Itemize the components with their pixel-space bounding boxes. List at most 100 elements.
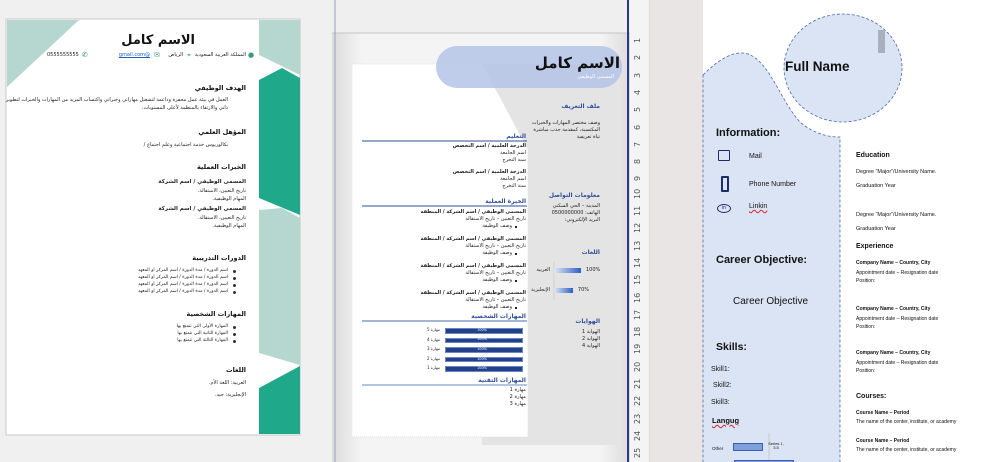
globe-icon: ● <box>248 51 255 59</box>
university-text: اسم الجامعة <box>500 176 526 182</box>
ruler-number: 3 <box>633 72 642 78</box>
language-level-bar <box>554 288 573 293</box>
job-title: المسمى الوظيفي / اسم الشركة / المنطقة <box>420 263 526 269</box>
position-text: Position: <box>856 368 876 374</box>
skill-name: مهارة 5 <box>426 327 440 332</box>
profile-text: تباة تعريفية <box>576 134 600 140</box>
career-objective-text: Career Objective <box>733 296 809 307</box>
skill-percent: 100% <box>477 356 488 361</box>
full-name: Full Name <box>785 59 850 74</box>
bullet <box>233 270 236 273</box>
skill-item: المهارة الثانية التي تتمتع بها <box>177 331 228 336</box>
profile-text: المكتسبة، كمقدمة جذب مباشرة <box>533 127 600 133</box>
language-percent: 70% <box>577 287 590 293</box>
graduation-year: Graduation Year <box>856 183 896 189</box>
ruler-number: 1 <box>633 37 642 43</box>
linkedin-icon: in <box>717 204 731 213</box>
chart-bar <box>734 460 794 462</box>
bullet <box>515 307 517 309</box>
language-item: الإنجليزية: جيد. <box>215 392 246 398</box>
appointment-dates: Appointment date – Resignation date <box>856 316 939 322</box>
degree-text: الدرجة العلمية / اسم التخصص <box>452 169 526 175</box>
skill-name: مهارة 3 <box>426 346 440 352</box>
language-level-bar <box>554 268 581 273</box>
section-heading-languages: اللغات <box>226 366 246 374</box>
profile-text: وصف مختصر المهارات والخبرات <box>531 120 600 126</box>
vertical-ruler[interactable] <box>630 0 650 462</box>
skill-level-bar <box>445 337 523 344</box>
job-dates: تاريخ التعيين – تاريخ الاستقالة <box>465 216 526 222</box>
job-dates: تاريخ التعيين، الاستقالة. <box>197 215 246 221</box>
tech-skill-item: مهارة 3 <box>509 401 526 407</box>
skill-name: مهارة 4 <box>426 336 440 342</box>
ruler-number: 7 <box>633 141 642 147</box>
section-heading-courses: Courses: <box>856 393 887 400</box>
ruler-number: 9 <box>633 176 642 182</box>
degree-text: Degree “Major”/University Name. <box>856 212 937 218</box>
ruler-number: 13 <box>633 240 642 251</box>
ruler-number: 22 <box>633 396 642 407</box>
ruler-number: 5 <box>633 107 642 113</box>
ruler-number: 10 <box>633 188 642 199</box>
full-name: الاسم كامل <box>121 33 195 48</box>
contact-text: الهاتف: 0500000000 <box>551 210 600 216</box>
university-text: اسم الجامعة <box>500 150 526 156</box>
skill-label: Skill2: <box>713 382 732 390</box>
section-heading-courses: الدورات التدريبية <box>192 254 246 262</box>
mail-icon: ✉ <box>154 51 160 59</box>
language-percent: 100% <box>586 267 601 273</box>
contact-text: البريد الإلكتروني: <box>564 217 600 223</box>
hobby-item: الهواية 1 <box>581 329 600 335</box>
ruler-number: 14 <box>633 257 642 268</box>
resume-preview-blue[interactable]: الاسم كامل المسمى الوظيفي ملف التعريف وصف م… <box>332 0 630 462</box>
course-item: اسم الدورة / مدة الدورة / اسم المركز او … <box>137 282 228 287</box>
bullet <box>233 291 236 294</box>
country-text: المملكة العربية السعودية <box>194 52 246 58</box>
resume-preview-english[interactable]: 1 2 3 4 5 6 7 8 9 10 11 12 13 14 15 16 17 18 19 20 21 22 23 24 2… <box>630 0 1000 462</box>
job-description: وصف الوظيفة <box>482 277 512 283</box>
ruler-number: 23 <box>633 413 642 424</box>
ruler-number: 24 <box>633 430 642 441</box>
section-heading-education: التعليم <box>506 133 526 140</box>
section-heading-experience: الخبرات العملية <box>196 163 246 171</box>
job-tasks: المهام الوظيفية. <box>212 223 246 229</box>
job-description: وصف الوظيفة <box>482 250 512 256</box>
page-decoration <box>332 0 630 462</box>
contact-text: المدينة – الحي السكني <box>552 203 600 209</box>
section-heading-objective: الهدف الوظيفي <box>194 84 246 92</box>
section-heading-education: Education <box>856 152 890 159</box>
ruler-number: 25 <box>633 448 642 459</box>
full-name: الاسم كامل <box>534 54 620 72</box>
position-text: Position: <box>856 278 876 284</box>
objective-text: ذاتي والارتقاء بالمنظمة لأعلى المستويات. <box>141 105 228 111</box>
objective-text: العمل في بيئة عمل محفزة وداعمة لتشغيل مه… <box>5 97 228 103</box>
skill-item: المهارة الثالثة التي تتمتع بها <box>177 338 228 343</box>
email-link[interactable]: @gmail.com <box>118 52 150 58</box>
language-item: العربية: اللغة الأم. <box>208 380 246 386</box>
city-text: الرياض <box>168 52 183 58</box>
section-heading-information: Information: <box>716 127 781 139</box>
ruler-number: 6 <box>633 124 642 130</box>
course-item: اسم الدورة / مدة الدورة / اسم المركز او … <box>137 275 228 280</box>
section-heading-personal-skills: المهارات الشخصية <box>471 313 526 320</box>
section-heading-language: Langug <box>712 416 740 425</box>
language-name: الإنجليزية <box>531 287 550 293</box>
resume-preview-green[interactable]: الاسم كامل المملكة العربية السعودية الرياض… <box>0 0 332 462</box>
bullet <box>515 253 517 255</box>
job-title: المسمى الوظيفي / اسم الشركة / المنطقة <box>420 290 526 296</box>
mail-text: Mail <box>749 153 762 160</box>
skill-label: Skill1: <box>711 366 730 373</box>
appointment-dates: Appointment date – Resignation date <box>856 270 939 276</box>
section-heading-profile: ملف التعريف <box>561 103 600 110</box>
phone-text: Phone Number <box>749 181 797 188</box>
language-name: العربية <box>536 267 550 273</box>
skill-level-bar <box>445 366 523 372</box>
chart-category-label: Other <box>712 446 724 451</box>
phone-icon <box>721 176 729 192</box>
job-title: المسمى الوظيفي / اسم الشركة / المنطقة <box>420 236 526 242</box>
skill-name: مهارة 1 <box>426 365 440 371</box>
chart-data-label: Series 1, 3.5 <box>768 441 784 450</box>
company-text: Company Name – Country, City <box>856 306 931 312</box>
job-description: وصف الوظيفة <box>482 304 512 310</box>
tech-skill-item: مهارة 2 <box>509 394 526 400</box>
